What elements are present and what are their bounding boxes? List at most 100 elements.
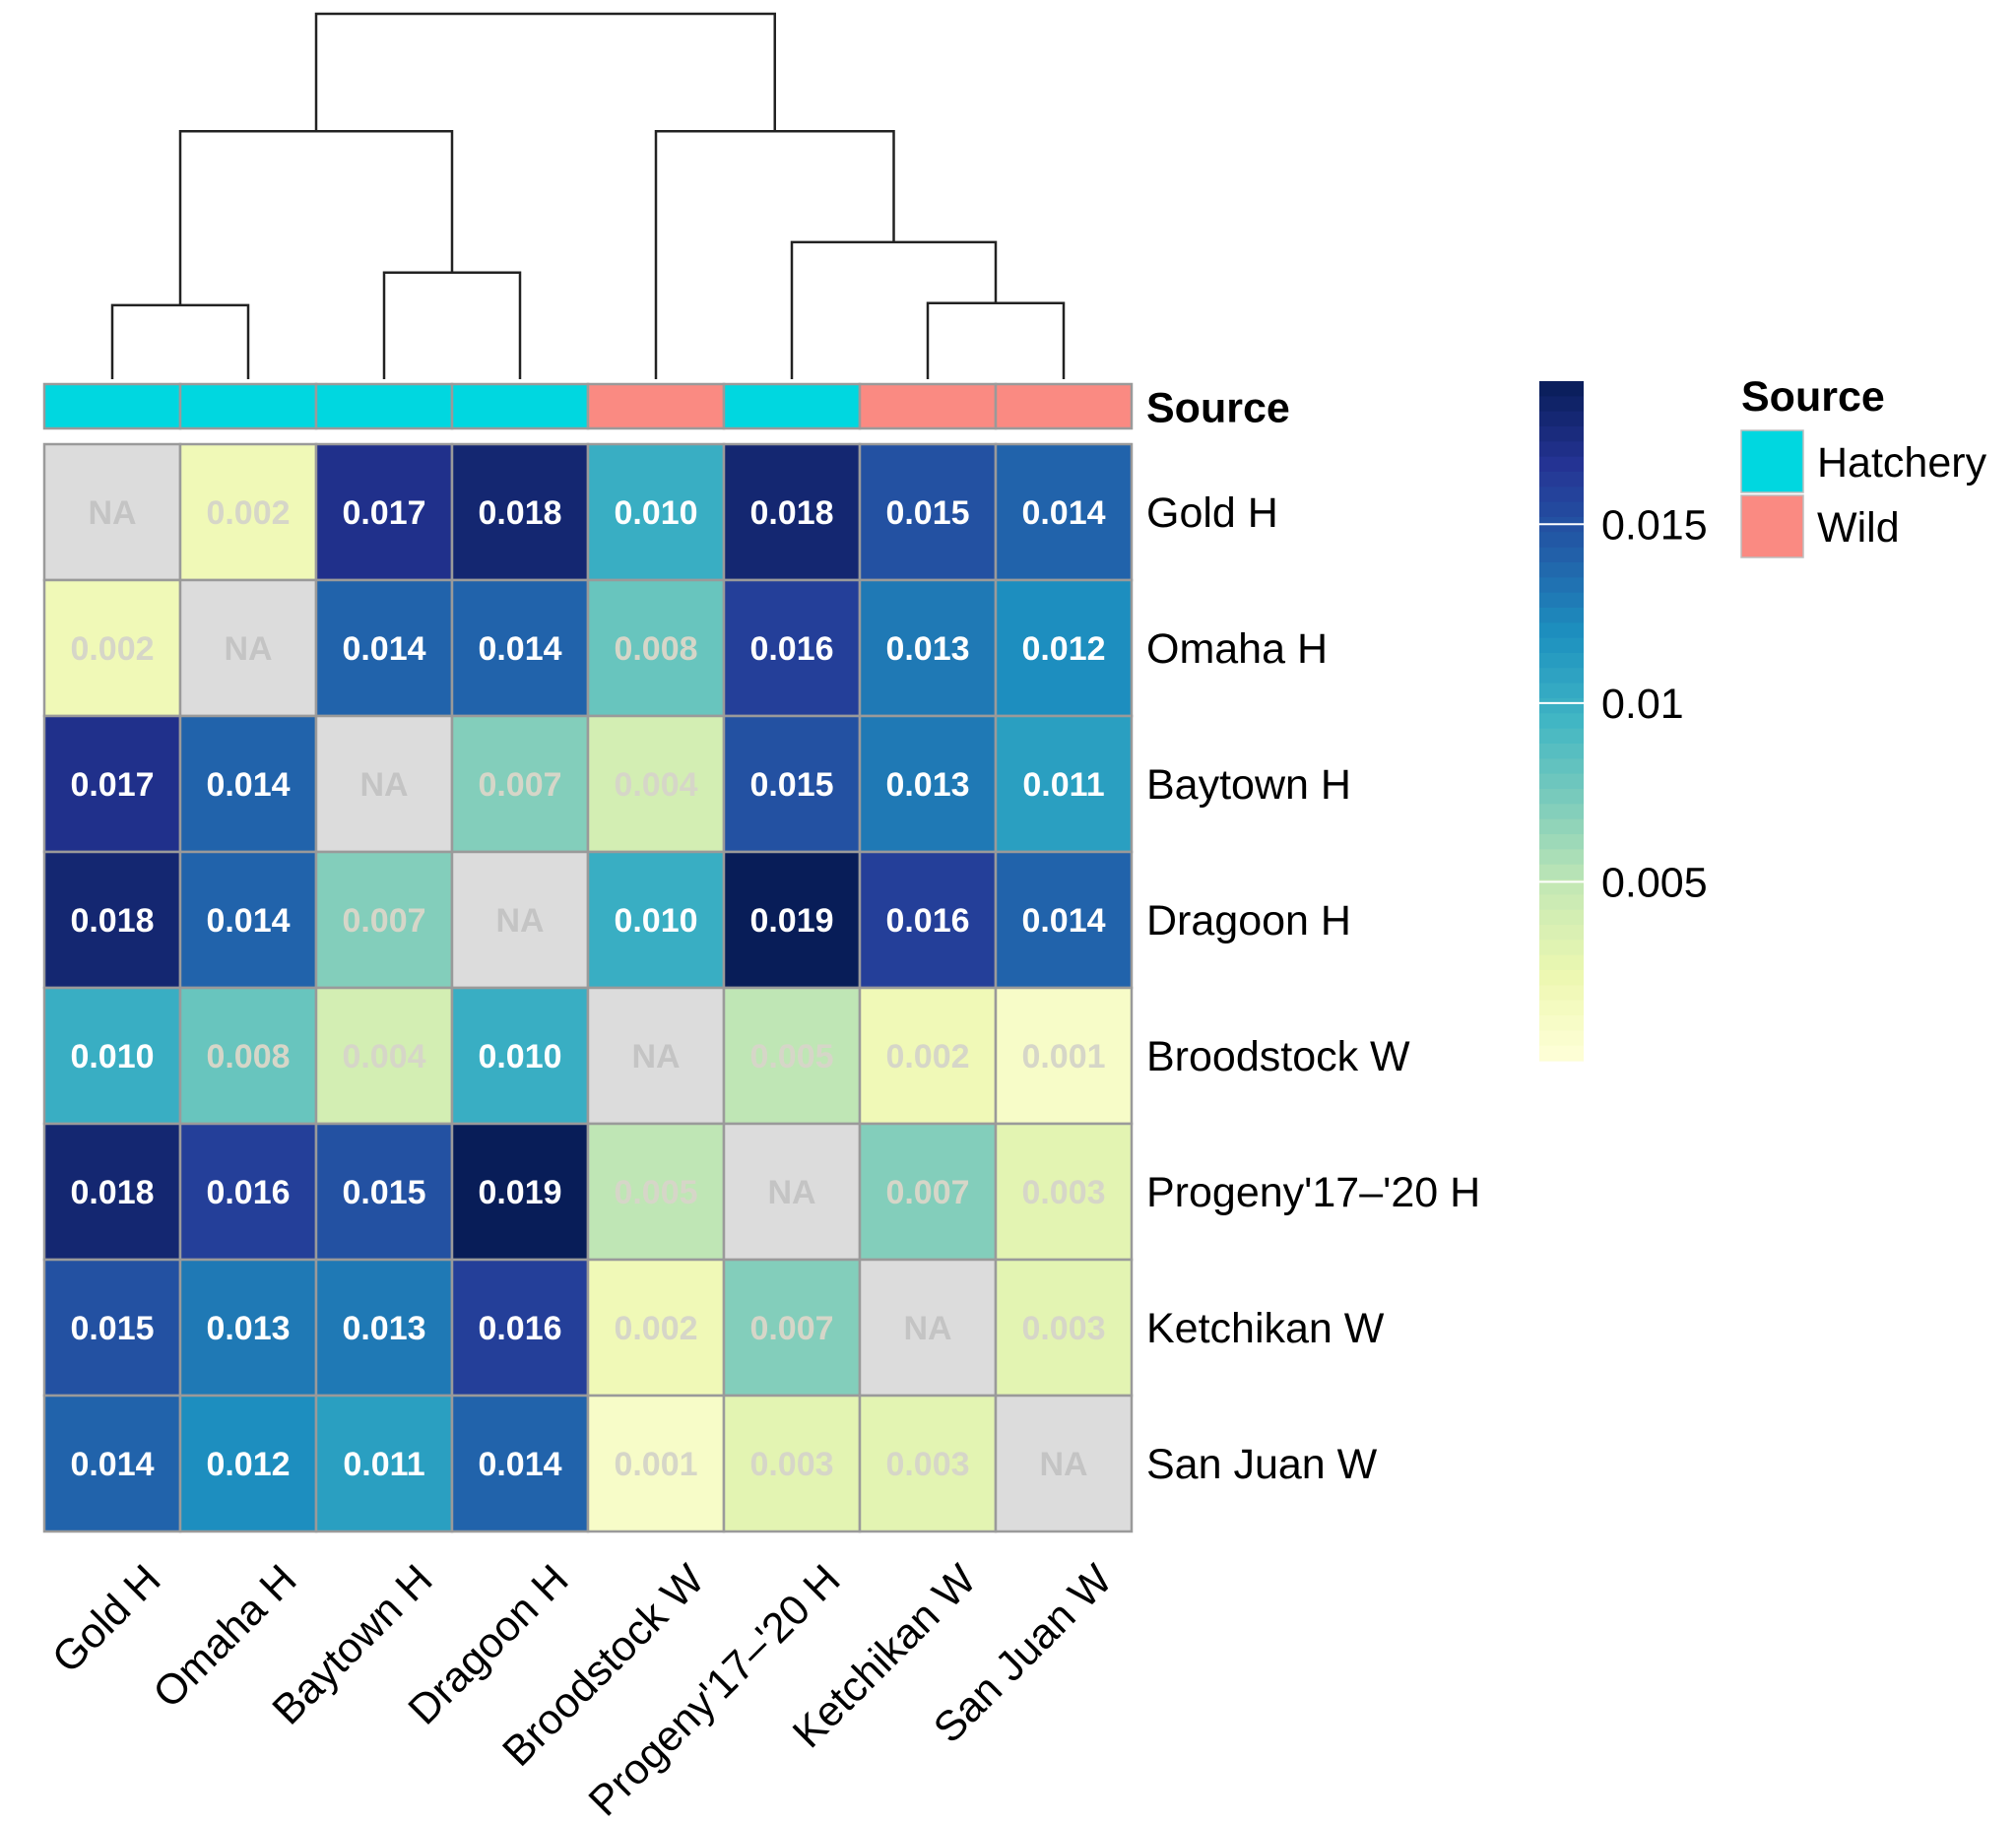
cell-value-label: NA [88, 494, 136, 532]
cell-value-label: NA [767, 1174, 815, 1211]
heatmap-cell [450, 1394, 590, 1533]
heatmap-cell [994, 1258, 1134, 1398]
cell-value-label: 0.010 [478, 1038, 561, 1075]
annotation-cell [722, 382, 862, 430]
cell-value-label: 0.005 [614, 1174, 697, 1211]
source-legend-swatch [1740, 494, 1804, 558]
cell-value-label: 0.013 [885, 630, 969, 668]
row-label: Progeny'17–'20 H [1146, 1169, 1480, 1216]
cell-value-label: 0.017 [342, 494, 425, 532]
cell-value-label: 0.012 [206, 1446, 290, 1483]
dendrogram-branch [110, 303, 250, 379]
cell-value-label: 0.011 [1022, 766, 1104, 804]
heatmap-cell [586, 1394, 726, 1533]
colorbar-segment [1539, 728, 1584, 745]
heatmap-cell [722, 578, 862, 718]
cell-value-label: 0.016 [478, 1310, 561, 1347]
cell-value-label: 0.016 [749, 630, 833, 668]
heatmap-cell [450, 714, 590, 854]
colorbar-segment [1539, 744, 1584, 759]
cell-value-label: 0.014 [1021, 494, 1105, 532]
cell-value-label: NA [903, 1310, 951, 1347]
cell-value-label: NA [224, 630, 272, 668]
heatmap-cell [586, 850, 726, 990]
cell-value-label: NA [495, 902, 544, 940]
dendrogram-branch [790, 240, 998, 379]
row-label: Dragoon H [1146, 897, 1351, 944]
cell-value-label: 0.013 [206, 1310, 290, 1347]
colorbar-segment [1539, 668, 1584, 684]
colorbar-segment [1539, 487, 1584, 503]
colorbar-segment [1539, 608, 1584, 623]
cell-value-label: 0.010 [70, 1038, 154, 1075]
heatmap-cell [994, 1122, 1134, 1262]
source-legend-title: Source [1741, 373, 1885, 421]
cell-value-label: 0.018 [478, 494, 561, 532]
colorbar-segment [1539, 925, 1584, 941]
cell-value-label: 0.001 [1021, 1038, 1105, 1075]
heatmap-cell [994, 986, 1134, 1126]
row-label: San Juan W [1146, 1441, 1378, 1488]
source-legend-swatch [1740, 429, 1804, 493]
colorbar-segment [1539, 456, 1584, 473]
cell-value-label: 0.003 [749, 1446, 833, 1483]
cell-value-label: NA [631, 1038, 680, 1075]
heatmap-cell [858, 1258, 998, 1398]
cell-value-label: NA [359, 766, 408, 804]
dendrogram-branch [382, 271, 522, 379]
colorbar-segment [1539, 789, 1584, 805]
cell-value-label: 0.008 [206, 1038, 290, 1075]
cell-value-label: 0.004 [614, 766, 697, 804]
heatmap-cell [42, 1258, 182, 1398]
heatmap-cell [722, 1258, 862, 1398]
heatmap-cell [450, 578, 590, 718]
heatmap-cell [314, 714, 454, 854]
heatmap-cell [314, 1258, 454, 1398]
cell-value-label: 0.016 [206, 1174, 290, 1211]
heatmap-cell [42, 850, 182, 990]
heatmap-cell [994, 714, 1134, 854]
heatmap-cell [178, 578, 318, 718]
cell-value-label: 0.001 [614, 1446, 697, 1483]
cell-value-label: 0.014 [342, 630, 425, 668]
colorbar-segment [1539, 894, 1584, 911]
colorbar-tick-label: 0.01 [1601, 681, 1684, 728]
heatmap-cell [42, 1394, 182, 1533]
cell-value-label: 0.014 [70, 1446, 154, 1483]
colorbar-segment [1539, 592, 1584, 609]
heatmap-cell [314, 850, 454, 990]
dendrogram-branch [178, 130, 454, 305]
heatmap-cell [586, 714, 726, 854]
annotation-cell [858, 382, 998, 430]
column-label: Gold H [43, 1556, 170, 1683]
cell-value-label: 0.007 [478, 766, 561, 804]
heatmap-cell [858, 714, 998, 854]
row-label: Omaha H [1146, 625, 1328, 673]
colorbar-segment [1539, 411, 1584, 427]
cell-value-label: NA [1039, 1446, 1087, 1483]
colorbar-segment [1539, 970, 1584, 986]
annotation-cell [586, 382, 726, 430]
cell-value-label: 0.008 [614, 630, 697, 668]
colorbar-segment [1539, 637, 1584, 654]
cell-value-label: 0.018 [70, 1174, 154, 1211]
heatmap-cell [178, 1258, 318, 1398]
cell-value-label: 0.007 [749, 1310, 833, 1347]
heatmap-cell [722, 1122, 862, 1262]
heatmap-cell [994, 1394, 1134, 1533]
colorbar-segment [1539, 1045, 1584, 1062]
cell-value-label: 0.014 [478, 630, 561, 668]
cell-value-label: 0.012 [1021, 630, 1105, 668]
cell-value-label: 0.002 [885, 1038, 969, 1075]
cell-value-label: 0.005 [749, 1038, 833, 1075]
heatmap-cell [994, 578, 1134, 718]
cell-value-label: 0.007 [342, 902, 425, 940]
colorbar-segment [1539, 622, 1584, 639]
colorbar-segment [1539, 864, 1584, 880]
cell-value-label: 0.002 [614, 1310, 697, 1347]
heatmap-cell [994, 442, 1134, 582]
cell-value-label: 0.013 [885, 766, 969, 804]
heatmap-cell [586, 1122, 726, 1262]
